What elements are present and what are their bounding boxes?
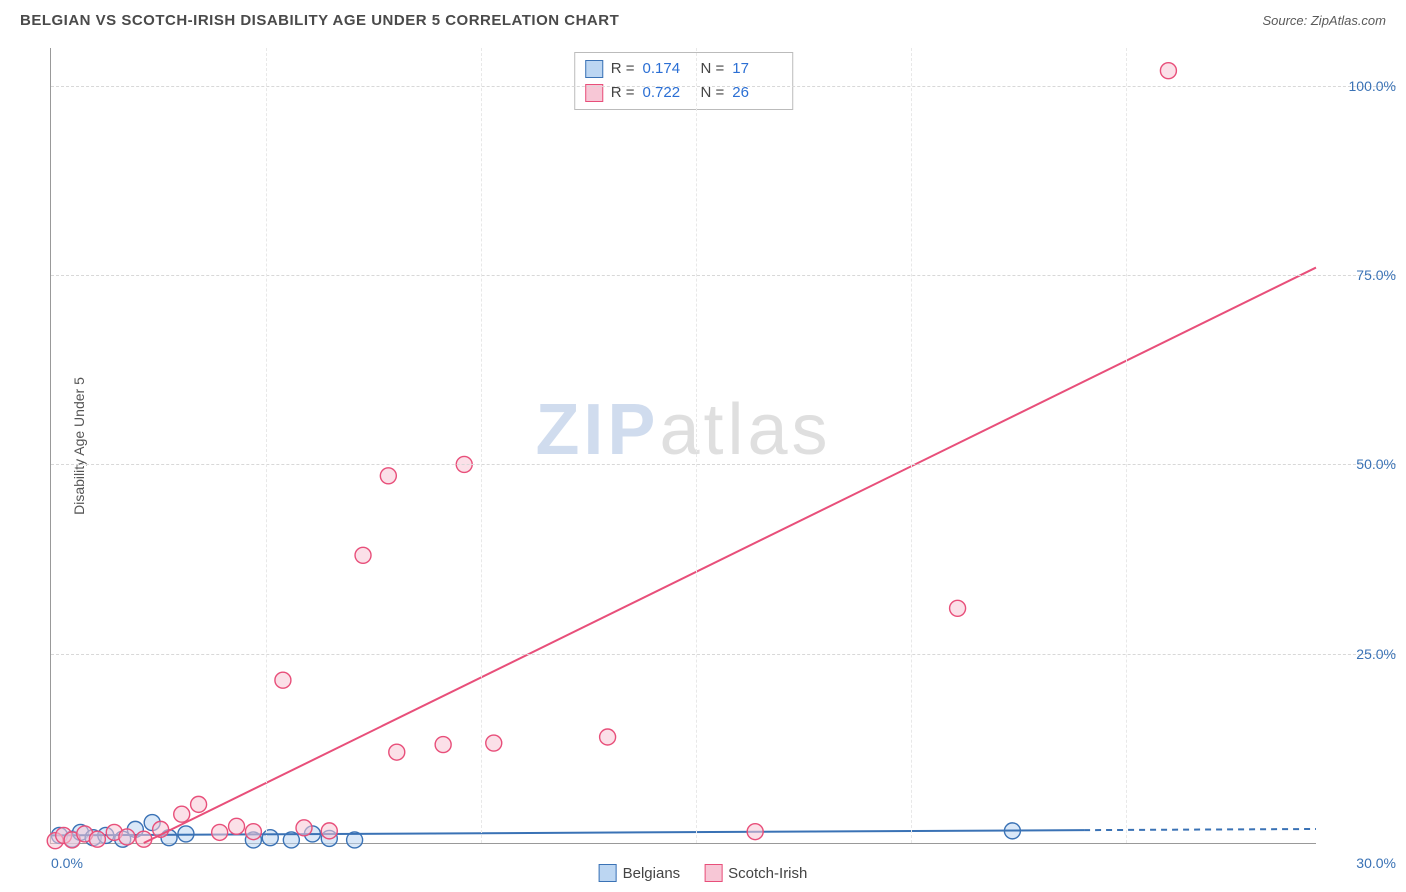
swatch-scotch-irish [704,864,722,882]
x-tick-min: 0.0% [51,855,83,871]
data-point [119,829,135,845]
legend-item-belgians: Belgians [599,864,681,882]
chart-area: ZIPatlas R = 0.174 N = 17 R = 0.722 N = … [50,48,1316,844]
data-point [296,820,312,836]
swatch-belgians [599,864,617,882]
corr-row-scotch-irish: R = 0.722 N = 26 [585,81,783,105]
data-point [275,672,291,688]
data-point [389,744,405,760]
data-point [174,806,190,822]
data-point [212,824,228,840]
y-tick: 75.0% [1326,267,1396,283]
legend-item-scotch-irish: Scotch-Irish [704,864,807,882]
x-tick-max: 30.0% [1326,855,1396,871]
legend: Belgians Scotch-Irish [599,864,808,882]
trend-line [144,268,1316,843]
trend-line-ext [1084,829,1316,830]
y-tick: 100.0% [1326,78,1396,94]
data-point [950,600,966,616]
data-point [262,830,278,846]
source-label: Source: ZipAtlas.com [1262,13,1386,28]
chart-title: BELGIAN VS SCOTCH-IRISH DISABILITY AGE U… [20,12,619,29]
data-point [321,823,337,839]
data-point [89,831,105,847]
trend-line [51,830,1084,835]
y-tick: 50.0% [1326,456,1396,472]
data-point [380,468,396,484]
data-point [355,547,371,563]
y-tick: 25.0% [1326,646,1396,662]
data-point [486,735,502,751]
swatch-belgians [585,60,603,78]
data-point [747,824,763,840]
data-point [435,737,451,753]
correlation-box: R = 0.174 N = 17 R = 0.722 N = 26 [574,52,794,110]
corr-row-belgians: R = 0.174 N = 17 [585,57,783,81]
data-point [191,796,207,812]
data-point [245,824,261,840]
data-point [600,729,616,745]
data-point [229,818,245,834]
data-point [1160,63,1176,79]
